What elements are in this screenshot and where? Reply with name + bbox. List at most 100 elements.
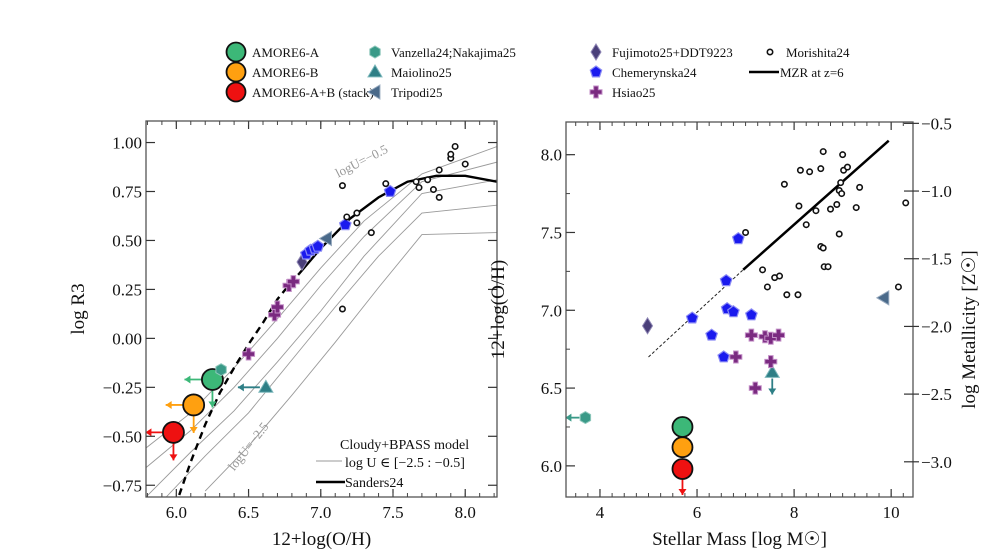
data-point-tripodi	[318, 230, 332, 247]
plot-area	[566, 139, 910, 495]
mzr-line-solid	[742, 139, 890, 271]
legend-label-fujimoto: Fujimoto25+DDT9223	[612, 45, 733, 60]
x-axis: 4 6 8 10	[575, 122, 904, 522]
data-point-morishita	[802, 221, 810, 229]
y-tick-label: 6.0	[541, 457, 562, 476]
legend-entry-vanzella: Vanzella24;Nakajima25	[369, 45, 516, 60]
y-tick-label: 1.00	[112, 134, 142, 153]
x-axis-label: 12+log(O/H)	[272, 529, 371, 550]
data-point-morishita	[819, 244, 827, 252]
legend-entry-chemerynska: Chemerynska24	[589, 65, 697, 80]
data-point-chemerynska	[726, 305, 740, 318]
model-grid-line	[165, 204, 497, 497]
legend-entry-amore_stack: AMORE6-A+B (stack)	[225, 81, 374, 103]
y-tick-label: 0.00	[112, 329, 142, 348]
data-point-morishita	[843, 163, 851, 171]
data-point-morishita	[794, 291, 802, 299]
y-tick-label: 0.75	[112, 183, 142, 202]
data-point-fujimoto	[641, 316, 654, 335]
legend-label-amore_b: AMORE6-B	[252, 65, 319, 80]
data-point-hsiao	[270, 300, 284, 314]
y-tick-label: −0.75	[103, 476, 142, 495]
data-point-hsiao	[764, 355, 778, 369]
x-tick-label: 8.0	[455, 503, 476, 522]
legend-entry-maiolino: Maiolino25	[367, 64, 452, 80]
data-point-morishita	[461, 160, 469, 168]
data-point-morishita	[353, 219, 361, 227]
data-point-tripodi	[875, 289, 890, 306]
x-tick-label: 6.0	[166, 503, 187, 522]
data-point-amore_b	[182, 393, 206, 417]
data-point-chemerynska	[383, 184, 397, 197]
sanders24-curve-dashed	[178, 272, 300, 496]
legend-marker-tripodi-icon	[367, 84, 381, 100]
data-point-amore_stack	[162, 420, 185, 444]
panel-right-mzr: 4 6 8 10 6.0 6.5 7.0 7.5 8.0 Stellar Mass [log M☉…	[488, 114, 980, 550]
data-point-hsiao	[286, 275, 300, 289]
y-tick-label: 7.5	[541, 223, 562, 242]
upper-limit-arrow-x-head	[165, 400, 172, 409]
data-point-morishita	[826, 205, 834, 213]
data-point-chemerynska	[744, 308, 758, 321]
logU-annotation: logU=−2.5	[225, 419, 272, 473]
y-tick-label: 0.50	[112, 231, 142, 250]
legend: AMORE6-A AMORE6-B AMORE6-A+B (stack) Vanzel…	[225, 41, 850, 103]
upper-limit-arrow-y-head	[208, 401, 217, 408]
data-point-morishita	[833, 200, 841, 208]
legend-label-hsiao: Hsiao25	[612, 85, 655, 100]
legend-entry-fujimoto: Fujimoto25+DDT9223	[590, 43, 733, 61]
data-point-morishita	[759, 266, 767, 274]
data-point-morishita	[780, 180, 788, 188]
data-point-morishita	[382, 180, 390, 188]
x-tick-label: 4	[596, 503, 605, 522]
upper-limit-arrow-y-head	[678, 488, 687, 495]
x-tick-label: 6.5	[238, 503, 259, 522]
y-tick-label: 7.0	[541, 301, 562, 320]
data-point-morishita	[824, 263, 832, 271]
legend-label-amore_a: AMORE6-A	[252, 45, 320, 60]
legend-label-vanzella: Vanzella24;Nakajima25	[391, 45, 516, 60]
data-point-maiolino	[258, 379, 274, 393]
y-axis-right: −0.5 −1.0 −1.5 −2.0 −2.5 −3.0 log Metallicity …	[904, 114, 980, 472]
x-axis: 6.0 6.5 7.0 7.5 8.0	[146, 121, 495, 522]
data-point-morishita	[776, 272, 784, 280]
data-point-morishita	[343, 213, 351, 221]
y-axis-label: log R3	[68, 283, 89, 334]
data-point-morishita	[835, 230, 843, 238]
logU-annotation: logU=−0.5	[333, 141, 391, 180]
y-tick-label: −0.25	[103, 378, 142, 397]
data-point-hsiao	[772, 328, 786, 342]
legend-label-mzr: MZR at z=6	[780, 65, 844, 80]
y-tick-label: −0.50	[103, 427, 142, 446]
inset-legend-model-title: Cloudy+BPASS model	[340, 438, 469, 453]
legend-entry-amore_b: AMORE6-B	[225, 61, 319, 83]
axes-frame	[565, 121, 914, 498]
y-axis-right-label: log Metallicity [Z☉]	[959, 250, 980, 408]
x-tick-label: 8	[790, 503, 799, 522]
data-point-morishita	[338, 305, 346, 313]
data-point-morishita	[806, 168, 814, 176]
data-point-hsiao	[744, 328, 758, 342]
legend-entry-mzr: MZR at z=6	[749, 65, 844, 80]
model-grid-line	[204, 232, 497, 492]
data-point-morishita	[795, 202, 803, 210]
data-point-morishita	[338, 182, 346, 190]
data-point-chemerynska	[719, 273, 733, 287]
data-point-vanzella	[579, 411, 592, 425]
data-point-hsiao	[729, 350, 743, 364]
data-point-morishita	[819, 148, 827, 156]
data-point-hsiao	[748, 381, 762, 395]
data-point-amore_b	[671, 436, 694, 459]
legend-marker-maiolino-icon	[367, 64, 383, 78]
data-point-morishita	[783, 291, 791, 299]
y-right-tick-label: −1.0	[921, 182, 952, 201]
data-point-chemerynska	[685, 311, 699, 324]
upper-limit-arrow-y-head	[169, 454, 178, 461]
data-point-morishita	[415, 184, 423, 192]
data-point-morishita	[856, 183, 864, 191]
axes-frame	[145, 120, 498, 498]
data-point-morishita	[796, 166, 804, 174]
upper-limit-arrow-y-head	[189, 426, 198, 433]
y-tick-label: 6.5	[541, 379, 562, 398]
